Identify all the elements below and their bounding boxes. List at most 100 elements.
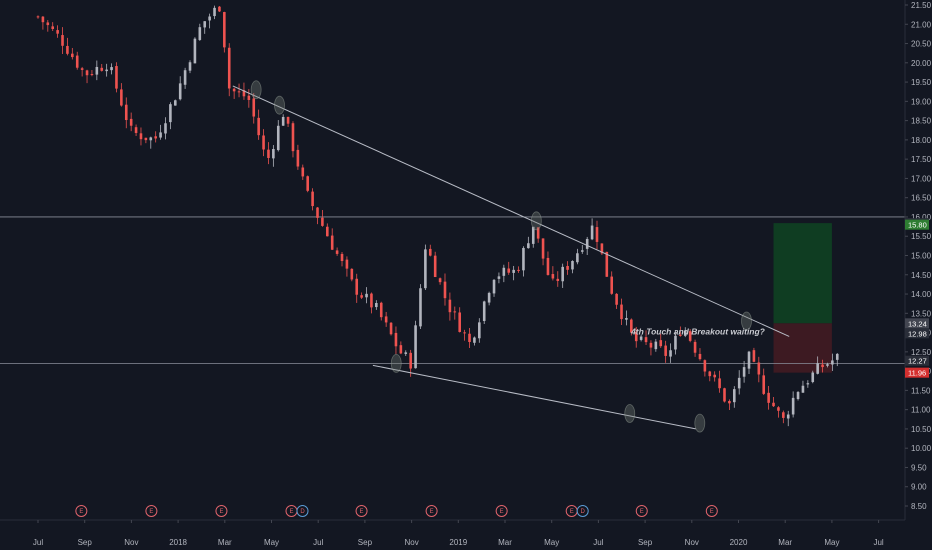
candle-body <box>571 260 574 270</box>
x-tick-label: May <box>264 538 279 547</box>
candle-body <box>443 281 447 299</box>
candle-body <box>551 274 555 279</box>
touch-marker <box>390 354 402 373</box>
candle-body <box>767 392 770 403</box>
x-tick-label: Sep <box>638 538 653 547</box>
touch-marker <box>741 311 752 331</box>
candle-body <box>438 278 442 283</box>
y-tick-label: 21.00 <box>911 20 932 29</box>
price-tag-label: 12.27 <box>908 357 927 366</box>
candle-body <box>394 332 398 347</box>
candle-body <box>580 250 584 252</box>
touch-marker <box>530 211 542 231</box>
candle-body <box>433 255 437 278</box>
candle-body <box>208 16 211 21</box>
candle-body <box>634 331 638 342</box>
candle-body <box>605 251 609 277</box>
trendlines <box>232 85 790 430</box>
candle-body <box>639 336 643 340</box>
target-zone <box>773 223 832 324</box>
candle-body <box>159 132 162 138</box>
candle-body <box>517 269 520 271</box>
candle-body <box>590 225 594 240</box>
price-tag <box>905 328 929 339</box>
price-tag-label: 13.24 <box>908 319 927 328</box>
candle-body <box>424 249 427 289</box>
candle-body <box>777 407 780 411</box>
candle-body <box>370 293 373 308</box>
candle-body <box>703 360 707 372</box>
candle-body <box>237 91 241 93</box>
event-label: E <box>289 509 293 515</box>
candle-body <box>203 21 207 28</box>
y-tick-label: 9.50 <box>911 463 927 472</box>
event-marker <box>355 505 368 517</box>
candle-body <box>105 69 108 72</box>
candle-body <box>326 226 329 237</box>
candle-body <box>414 325 417 369</box>
x-tick-label: Nov <box>404 538 418 547</box>
price-tag-label: 15.80 <box>908 221 927 230</box>
candle-body <box>654 341 658 350</box>
candle-body <box>355 278 359 295</box>
candle-body <box>649 342 653 348</box>
price-tag <box>905 219 929 230</box>
candle-body <box>120 89 123 106</box>
x-tick-label: Sep <box>358 538 373 547</box>
candle-body <box>737 377 741 389</box>
candle-body <box>384 316 388 323</box>
candle-body <box>252 98 256 117</box>
candle-body <box>56 30 59 34</box>
y-tick-label: 17.00 <box>911 174 932 183</box>
price-tag <box>905 355 929 366</box>
y-tick-label: 10.50 <box>911 425 932 434</box>
candle-body <box>831 360 834 365</box>
candle-body <box>674 335 677 350</box>
candle-body <box>747 351 751 369</box>
y-tick-label: 16.00 <box>911 213 932 222</box>
candle-body <box>100 67 104 71</box>
candle-body <box>178 83 182 100</box>
candle-body <box>360 295 363 298</box>
event-marker <box>495 505 508 517</box>
event-marker <box>635 505 648 517</box>
event-label: E <box>640 509 644 515</box>
candle-body <box>110 67 113 71</box>
candle-body <box>625 318 628 320</box>
candle-body <box>345 259 349 269</box>
y-tick-label: 20.00 <box>911 59 932 68</box>
y-tick-label: 20.50 <box>911 40 932 49</box>
touch-marker <box>274 95 285 115</box>
y-tick-label: 21.50 <box>911 1 932 10</box>
event-marker <box>75 505 88 517</box>
candle-body <box>419 288 422 327</box>
candle-body <box>218 6 221 12</box>
candle-body <box>173 100 177 106</box>
candle-body <box>536 227 540 239</box>
candle-body <box>291 123 295 152</box>
x-tick-label: Jul <box>593 538 603 547</box>
candle-body <box>301 167 305 177</box>
candle-body <box>340 253 344 261</box>
candle-body <box>796 392 800 400</box>
candle-body <box>375 302 378 308</box>
candle-body <box>742 367 746 377</box>
trendline <box>372 364 696 430</box>
y-tick-label: 18.00 <box>911 136 932 145</box>
event-label: E <box>149 509 153 515</box>
time-axis: Jul Sep Nov 2018 Mar May Jul Sep Nov 2019 Mar May Ju… <box>33 520 884 547</box>
candle-body <box>644 337 648 343</box>
candle-body <box>399 345 403 354</box>
candle-body <box>154 136 157 139</box>
candle-body <box>311 191 314 207</box>
candle-body <box>468 333 471 343</box>
candle-body <box>223 12 226 48</box>
x-tick-label: Sep <box>78 538 93 547</box>
candle-body <box>698 353 702 360</box>
candle-body <box>664 345 667 356</box>
candle-body <box>546 257 550 275</box>
y-tick-label: 19.00 <box>911 97 932 106</box>
candle-body <box>316 207 319 218</box>
